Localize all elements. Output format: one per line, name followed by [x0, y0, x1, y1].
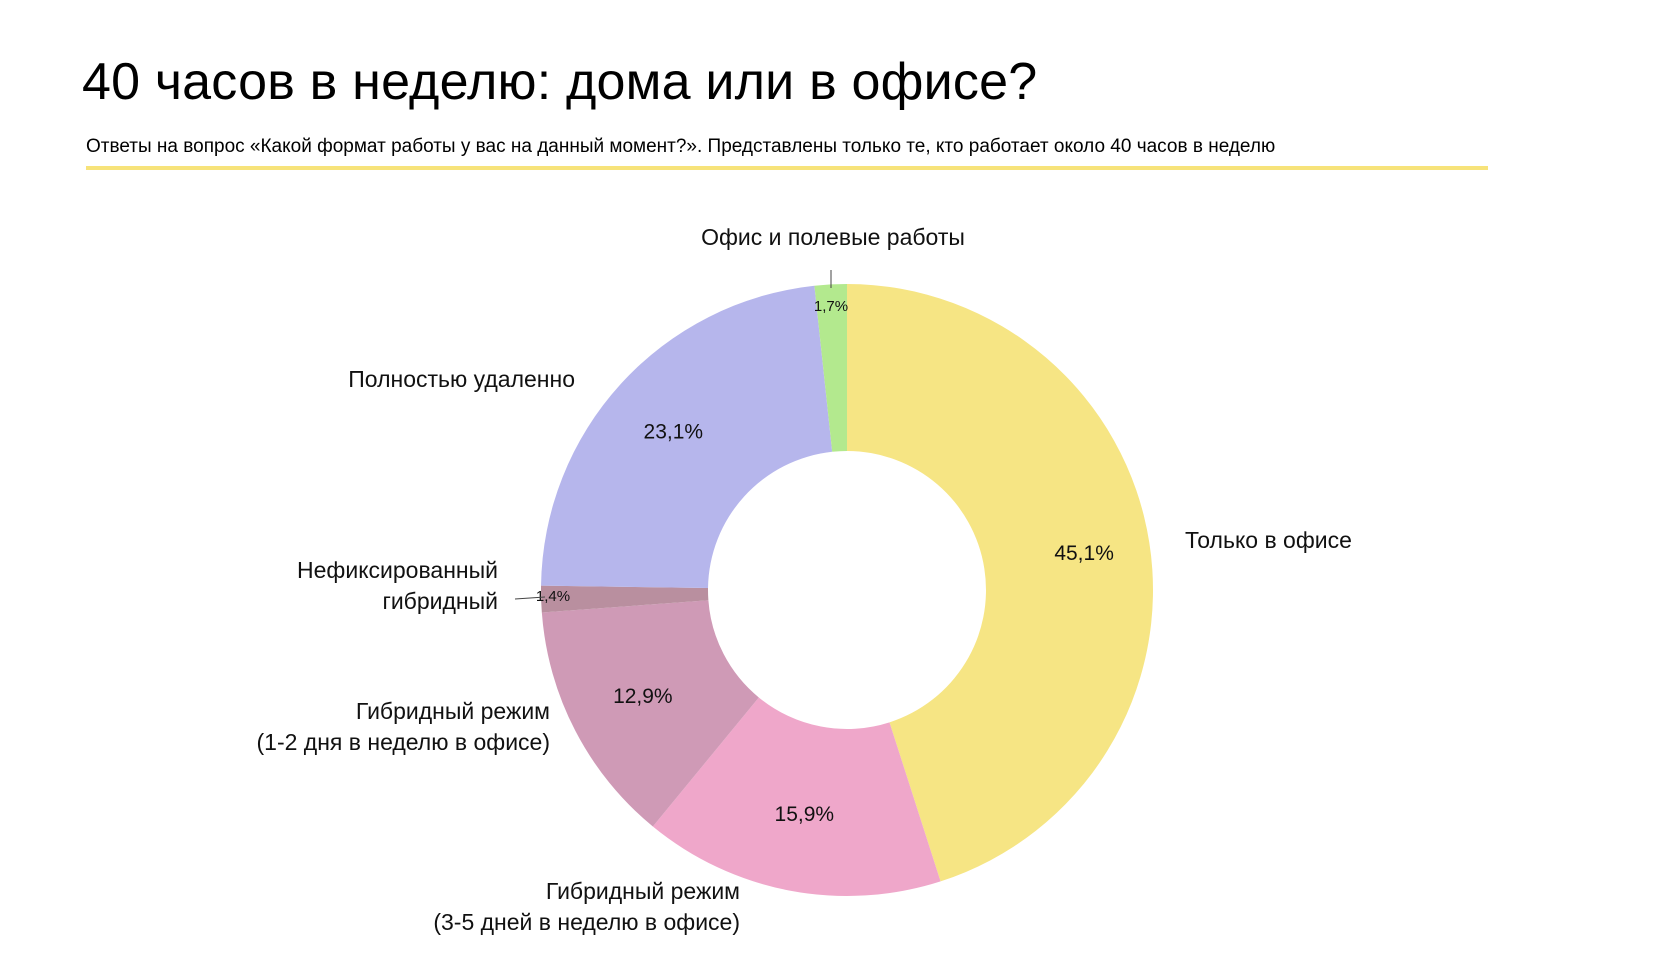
donut-slice	[847, 284, 1153, 882]
donut-slice	[541, 585, 709, 613]
slice-category-label: Полностью удаленно	[348, 366, 575, 392]
category-labels: Только в офисе Гибридный режим (3-5 дней в…	[257, 224, 1352, 935]
donut-slice	[652, 697, 941, 896]
slice-category-label: Гибридный режим (3-5 дней в неделю в офис…	[433, 878, 740, 935]
donut-slice	[541, 600, 759, 827]
donut-slices	[541, 284, 1153, 896]
slice-category-label: Нефиксированный гибридный	[297, 557, 498, 614]
slice-percentage-label: 1,7%	[814, 298, 848, 315]
percentage-labels: 45,1% 15,9% 12,9% 1,4% 23,1% 1,7%	[536, 298, 1114, 826]
slice-category-label: Гибридный режим (1-2 дня в неделю в офисе…	[257, 698, 551, 755]
slice-category-label: Только в офисе	[1185, 527, 1352, 553]
donut-slice	[541, 285, 833, 589]
slice-percentage-label: 1,4%	[536, 588, 570, 605]
chart-subtitle: Ответы на вопрос «Какой формат работы у …	[86, 136, 1276, 157]
donut-slice	[814, 284, 847, 452]
slice-percentage-label: 23,1%	[644, 421, 704, 444]
slice-percentage-label: 15,9%	[775, 803, 835, 826]
label-leader-line	[514, 596, 546, 600]
chart-title: 40 часов в неделю: дома или в офисе?	[82, 53, 1038, 111]
slice-percentage-label: 45,1%	[1054, 542, 1114, 565]
slice-category-label: Офис и полевые работы	[701, 224, 965, 250]
accent-underline	[86, 166, 1488, 170]
slice-percentage-label: 12,9%	[613, 685, 673, 708]
